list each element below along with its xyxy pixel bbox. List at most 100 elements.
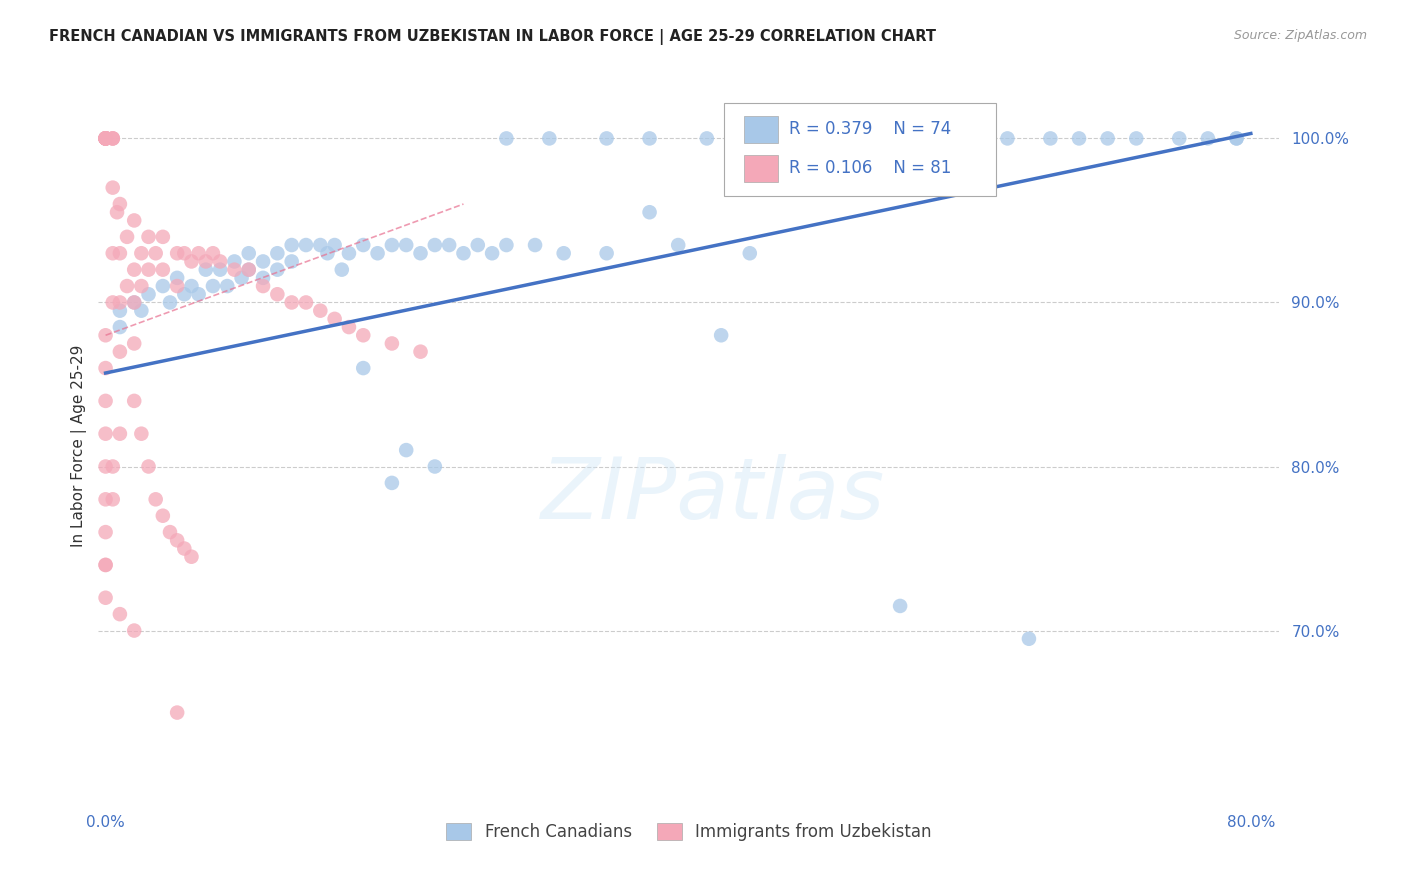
Point — [553, 246, 575, 260]
Point — [1039, 131, 1062, 145]
Point — [381, 238, 404, 252]
Point — [166, 533, 188, 548]
Point — [159, 525, 181, 540]
Point — [166, 246, 188, 260]
Point — [323, 311, 346, 326]
Point — [94, 492, 117, 507]
Point — [696, 131, 718, 145]
Point — [252, 279, 274, 293]
Point — [122, 295, 145, 310]
Point — [180, 279, 202, 293]
Point — [138, 262, 160, 277]
Point — [94, 328, 117, 343]
Point — [194, 254, 217, 268]
Point — [231, 270, 253, 285]
Point — [352, 238, 374, 252]
Point — [280, 254, 302, 268]
Point — [710, 328, 733, 343]
Point — [122, 295, 145, 310]
Point — [295, 238, 318, 252]
Point — [94, 361, 117, 376]
Point — [173, 541, 195, 556]
Point — [524, 238, 547, 252]
Point — [381, 336, 404, 351]
Point — [323, 238, 346, 252]
Point — [209, 254, 232, 268]
Point — [94, 459, 117, 474]
Point — [280, 238, 302, 252]
Point — [194, 262, 217, 277]
Point — [131, 303, 153, 318]
Point — [309, 238, 332, 252]
Point — [1097, 131, 1119, 145]
Point — [337, 246, 360, 260]
Point — [101, 131, 124, 145]
Point — [101, 459, 124, 474]
Point — [101, 180, 124, 194]
Point — [94, 131, 117, 145]
Point — [122, 393, 145, 408]
Point — [94, 558, 117, 572]
Text: R = 0.379    N = 74: R = 0.379 N = 74 — [789, 120, 952, 138]
Point — [108, 197, 131, 211]
Point — [166, 279, 188, 293]
Point — [481, 246, 503, 260]
Point — [94, 426, 117, 441]
Point — [595, 246, 617, 260]
Point — [152, 262, 174, 277]
Point — [166, 270, 188, 285]
Text: FRENCH CANADIAN VS IMMIGRANTS FROM UZBEKISTAN IN LABOR FORCE | AGE 25-29 CORRELA: FRENCH CANADIAN VS IMMIGRANTS FROM UZBEK… — [49, 29, 936, 45]
Point — [187, 246, 209, 260]
Point — [152, 508, 174, 523]
Point — [101, 492, 124, 507]
Point — [101, 131, 124, 145]
Point — [122, 624, 145, 638]
Point — [94, 558, 117, 572]
Point — [352, 361, 374, 376]
Point — [889, 599, 911, 613]
Bar — [744, 116, 778, 143]
Point — [538, 131, 561, 145]
Point — [173, 246, 195, 260]
Point — [201, 246, 224, 260]
Point — [738, 246, 761, 260]
Point — [94, 131, 117, 145]
Point — [1018, 632, 1040, 646]
Point — [122, 213, 145, 227]
Point — [108, 303, 131, 318]
Point — [94, 131, 117, 145]
Point — [152, 279, 174, 293]
Point — [94, 591, 117, 605]
Point — [280, 295, 302, 310]
Point — [252, 254, 274, 268]
Point — [595, 131, 617, 145]
FancyBboxPatch shape — [724, 103, 995, 196]
Point — [115, 230, 138, 244]
Point — [997, 131, 1019, 145]
Point — [108, 246, 131, 260]
Point — [101, 295, 124, 310]
Point — [238, 246, 260, 260]
Point — [266, 262, 288, 277]
Point — [173, 287, 195, 301]
Point — [1225, 131, 1247, 145]
Bar — [744, 155, 778, 182]
Point — [266, 246, 288, 260]
Point — [108, 320, 131, 334]
Point — [94, 131, 117, 145]
Point — [94, 131, 117, 145]
Point — [209, 262, 232, 277]
Point — [495, 238, 517, 252]
Point — [201, 279, 224, 293]
Point — [224, 262, 246, 277]
Point — [108, 426, 131, 441]
Text: ZIPatlas: ZIPatlas — [540, 454, 884, 538]
Point — [495, 131, 517, 145]
Point — [1125, 131, 1147, 145]
Point — [94, 393, 117, 408]
Point — [238, 262, 260, 277]
Point — [782, 131, 804, 145]
Point — [108, 607, 131, 622]
Point — [105, 205, 128, 219]
Text: R = 0.106    N = 81: R = 0.106 N = 81 — [789, 160, 952, 178]
